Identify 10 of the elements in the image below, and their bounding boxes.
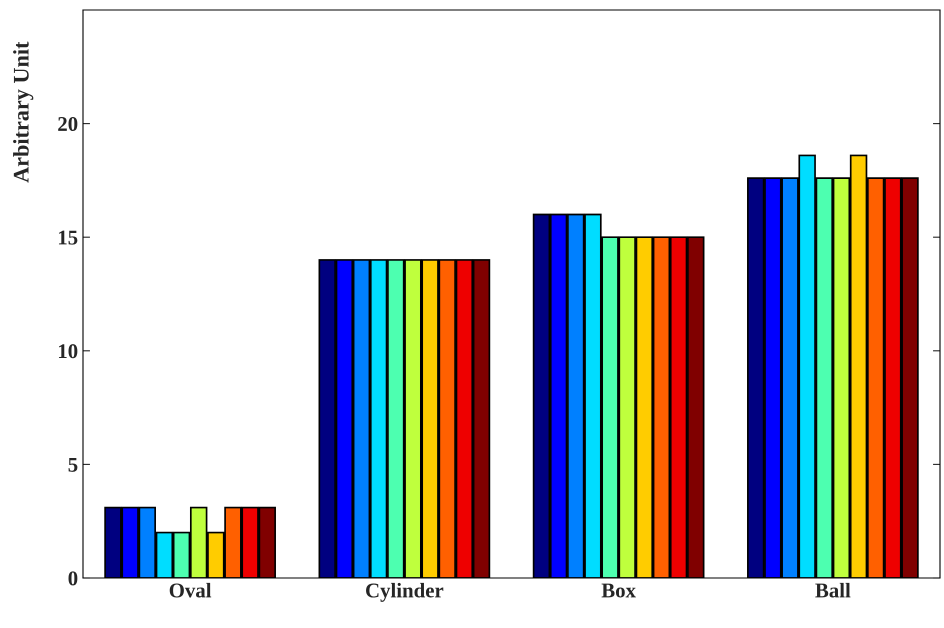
y-tick-label: 15: [58, 230, 78, 245]
x-tick-label: Oval: [170, 582, 212, 598]
x-tick-label: Box: [602, 584, 636, 598]
y-tick-label: 5: [68, 458, 78, 472]
y-tick-label: 20: [58, 116, 78, 132]
y-tick-label: 10: [58, 344, 78, 358]
y-tick-label: 0: [68, 571, 78, 586]
x-tick-label: Ball: [815, 582, 850, 598]
x-tick-label: Cylinder: [366, 582, 444, 602]
y-axis-title: Arbitrary Unit: [13, 42, 34, 183]
